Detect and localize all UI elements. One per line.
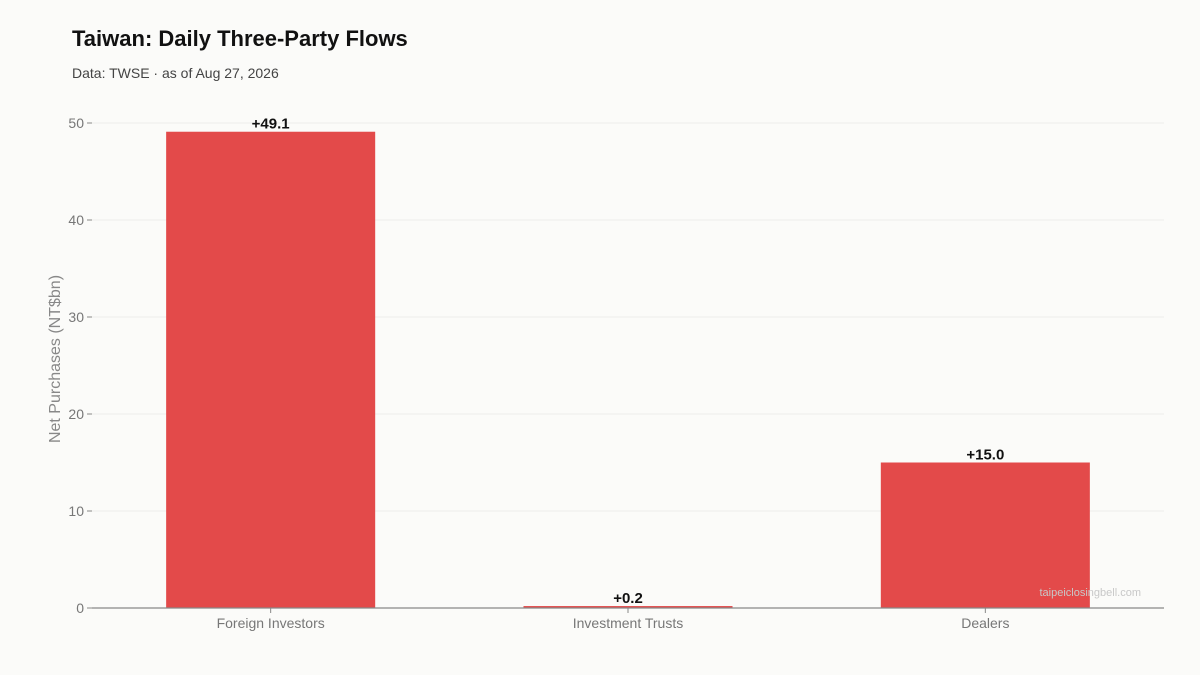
bar (166, 131, 376, 609)
bar (880, 462, 1090, 608)
watermark-text: taipeiclosingbell.com (1040, 587, 1142, 599)
bar-value-label: +15.0 (966, 447, 1004, 464)
y-tick-label: 30 (68, 309, 84, 325)
y-tick-label: 0 (76, 600, 84, 616)
bar (523, 606, 733, 608)
chart-title: Taiwan: Daily Three-Party Flows (72, 26, 408, 51)
y-axis-title: Net Purchases (NT$bn) (47, 275, 64, 443)
y-tick-label: 10 (68, 503, 84, 519)
x-category-label: Foreign Investors (217, 615, 325, 631)
x-category-label: Dealers (961, 615, 1009, 631)
x-category-label: Investment Trusts (573, 615, 683, 631)
axes: 0 10 20 30 40 50 Foreign Investors Investment T… (68, 115, 1164, 631)
data-labels: +49.1 +0.2 +15.0 (252, 116, 1005, 607)
bar-value-label: +0.2 (613, 590, 643, 607)
y-tick-label: 50 (68, 115, 84, 131)
chart-subtitle: Data: TWSE · as of Aug 27, 2026 (72, 65, 279, 81)
y-tick-label: 40 (68, 212, 84, 228)
y-tick-label: 20 (68, 406, 84, 422)
bar-value-label: +49.1 (252, 116, 290, 133)
bars (166, 131, 1090, 609)
